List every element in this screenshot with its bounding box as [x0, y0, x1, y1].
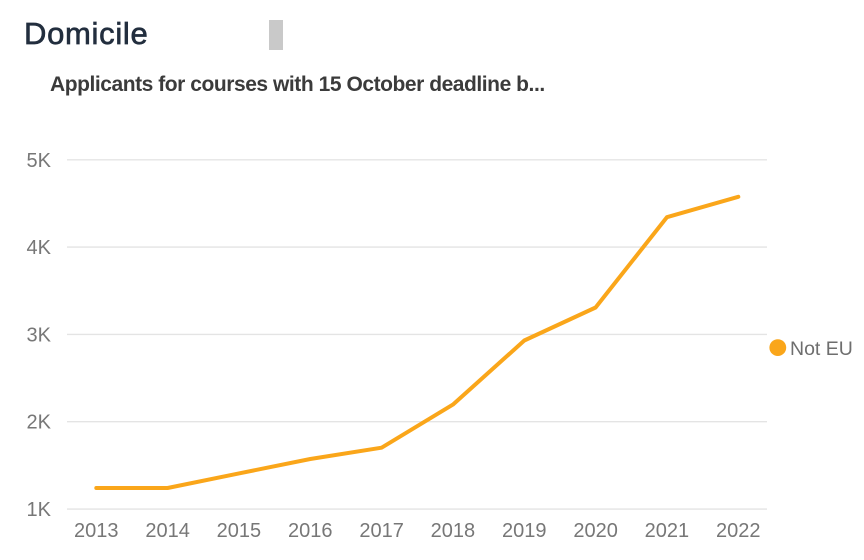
- svg-text:2018: 2018: [431, 520, 476, 542]
- svg-text:2017: 2017: [359, 520, 404, 542]
- svg-text:2019: 2019: [502, 520, 547, 542]
- svg-text:4K: 4K: [27, 237, 52, 259]
- svg-text:1K: 1K: [27, 499, 52, 521]
- svg-text:2015: 2015: [217, 520, 262, 542]
- svg-text:2013: 2013: [74, 520, 119, 542]
- svg-text:3K: 3K: [27, 324, 52, 346]
- svg-text:2020: 2020: [573, 520, 618, 542]
- svg-text:Not EU: Not EU: [790, 338, 853, 360]
- svg-text:2016: 2016: [288, 520, 333, 542]
- svg-text:2021: 2021: [645, 520, 690, 542]
- svg-text:2022: 2022: [716, 520, 761, 542]
- svg-text:5K: 5K: [27, 150, 52, 172]
- svg-text:2014: 2014: [145, 520, 190, 542]
- svg-text:2K: 2K: [27, 412, 52, 434]
